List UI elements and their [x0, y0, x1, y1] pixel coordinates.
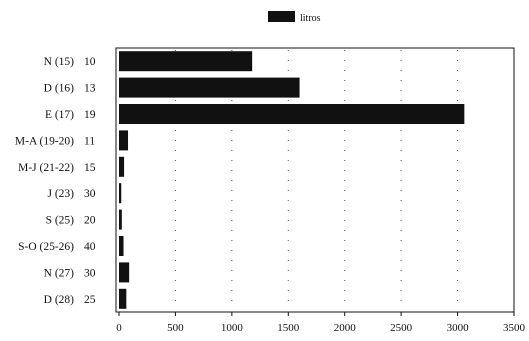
category-labels: N (15) 10 D (16) 13 E (17) 19 M-A (19-20) 11 M-J… — [15, 56, 96, 306]
category-label: M-J (21-22) — [18, 162, 74, 174]
bar — [119, 183, 122, 204]
category-label: S (25) — [46, 215, 75, 227]
legend: litros — [268, 11, 321, 24]
category-count: 10 — [84, 56, 96, 68]
category-count: 30 — [84, 267, 96, 279]
x-tick-label: 3500 — [503, 322, 526, 334]
x-tick-label: 1000 — [221, 322, 244, 334]
category-count: 11 — [84, 135, 95, 147]
category-count: 40 — [84, 241, 96, 253]
bar — [119, 262, 130, 283]
bar — [119, 156, 125, 177]
x-tick-label: 1500 — [277, 322, 300, 334]
x-tick-label: 500 — [167, 322, 184, 334]
legend-swatch — [268, 11, 295, 22]
category-label: N (15) — [44, 56, 75, 68]
category-count: 15 — [84, 162, 96, 174]
bar — [119, 130, 129, 151]
x-axis-ticks: 0 500 1000 1500 2000 2500 3000 3500 — [116, 312, 526, 334]
plot-area — [115, 47, 515, 313]
category-label: D (28) — [44, 294, 75, 306]
bars — [119, 51, 465, 309]
legend-label: litros — [300, 13, 321, 24]
category-count: 13 — [84, 83, 96, 95]
category-label: D (16) — [44, 83, 75, 95]
category-count: 30 — [84, 188, 96, 200]
category-label: N (27) — [44, 267, 75, 279]
bar — [119, 236, 124, 256]
x-tick-label: 3000 — [447, 322, 470, 334]
x-tick-label: 2000 — [334, 322, 357, 334]
category-label: J (23) — [47, 188, 74, 200]
gridlines — [174, 50, 459, 310]
category-label: M-A (19-20) — [15, 135, 74, 147]
bar — [119, 104, 465, 124]
category-count: 25 — [84, 294, 96, 306]
category-label: E (17) — [45, 109, 74, 121]
bar — [119, 77, 300, 98]
x-tick-label: 2500 — [390, 322, 413, 334]
category-label: S-O (25-26) — [18, 241, 74, 253]
x-tick-label: 0 — [116, 322, 122, 334]
category-count: 19 — [84, 109, 96, 121]
category-count: 20 — [84, 215, 96, 227]
bar — [119, 209, 122, 230]
bar — [119, 288, 127, 309]
bar — [119, 51, 253, 72]
